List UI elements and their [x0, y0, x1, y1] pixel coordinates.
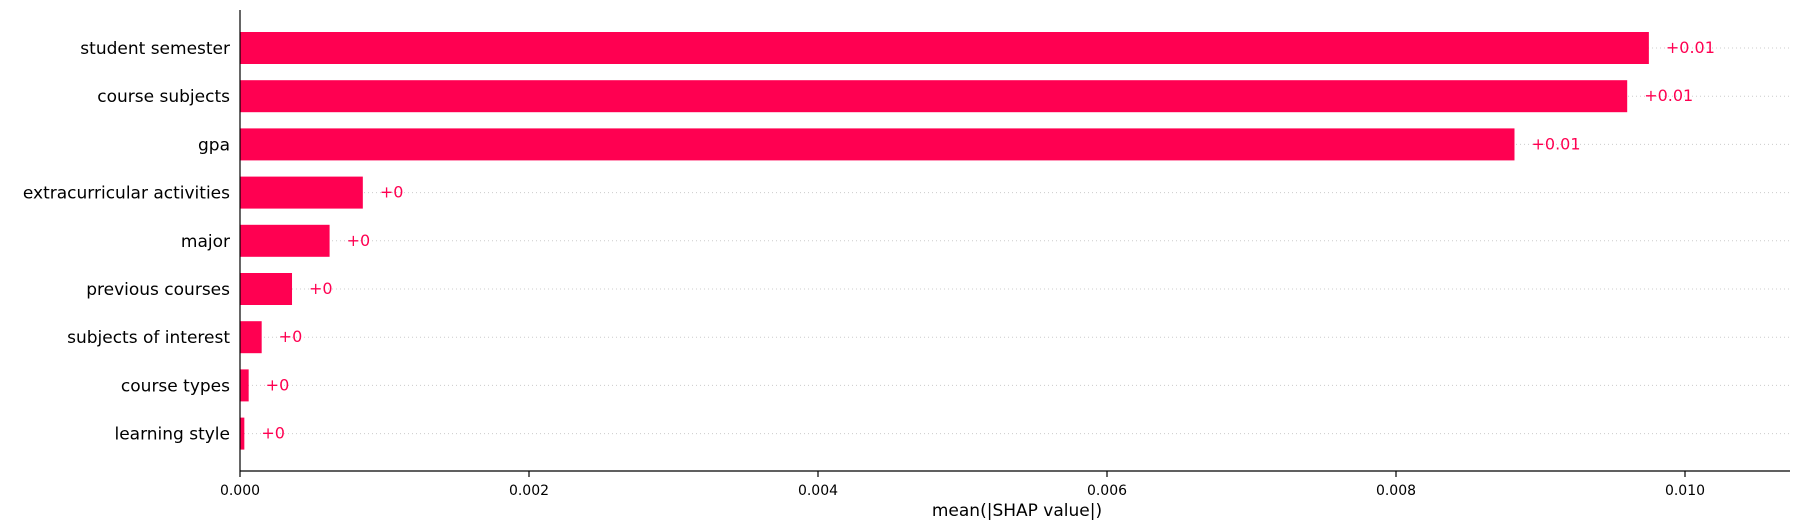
value-label: +0 [279, 327, 303, 346]
bar [240, 80, 1628, 113]
value-label: +0 [309, 279, 333, 298]
feature-label: previous courses [86, 280, 230, 300]
value-label: +0 [261, 424, 285, 443]
bar [240, 417, 245, 450]
bar [240, 321, 262, 354]
bars [240, 32, 1649, 450]
value-label: +0 [380, 183, 404, 202]
value-label: +0.01 [1644, 86, 1693, 105]
value-label: +0 [347, 231, 371, 250]
feature-label: course types [121, 376, 230, 396]
bar [240, 176, 363, 209]
feature-labels: student semester course subjects gpa extrac… [23, 39, 230, 445]
x-tick-label: 0.008 [1376, 483, 1416, 499]
bar [240, 273, 293, 305]
feature-label: extracurricular activities [23, 184, 230, 204]
x-tick-label: 0.002 [509, 483, 549, 499]
feature-label: subjects of interest [67, 328, 230, 348]
x-tick-label: 0.000 [220, 483, 260, 499]
value-label: +0 [266, 375, 290, 394]
x-axis-label: mean(|SHAP value|) [932, 501, 1102, 521]
bar [240, 128, 1515, 161]
value-label: +0.01 [1666, 38, 1715, 57]
feature-label: student semester [80, 39, 230, 59]
value-labels: +0.01 +0.01 +0.01 +0 +0 +0 +0 +0 +0 [261, 38, 1715, 443]
bar [240, 32, 1649, 64]
bar [240, 224, 330, 257]
feature-label: gpa [198, 135, 230, 155]
x-tick-label: 0.004 [798, 483, 838, 499]
feature-label: course subjects [97, 87, 230, 107]
x-axis-ticks: 0.000 0.002 0.004 0.006 0.008 0.010 [220, 471, 1705, 499]
feature-label: major [181, 232, 230, 252]
feature-label: learning style [114, 425, 230, 445]
x-tick-label: 0.010 [1665, 483, 1705, 499]
bar [240, 369, 249, 402]
x-tick-label: 0.006 [1087, 483, 1127, 499]
value-label: +0.01 [1531, 134, 1580, 153]
